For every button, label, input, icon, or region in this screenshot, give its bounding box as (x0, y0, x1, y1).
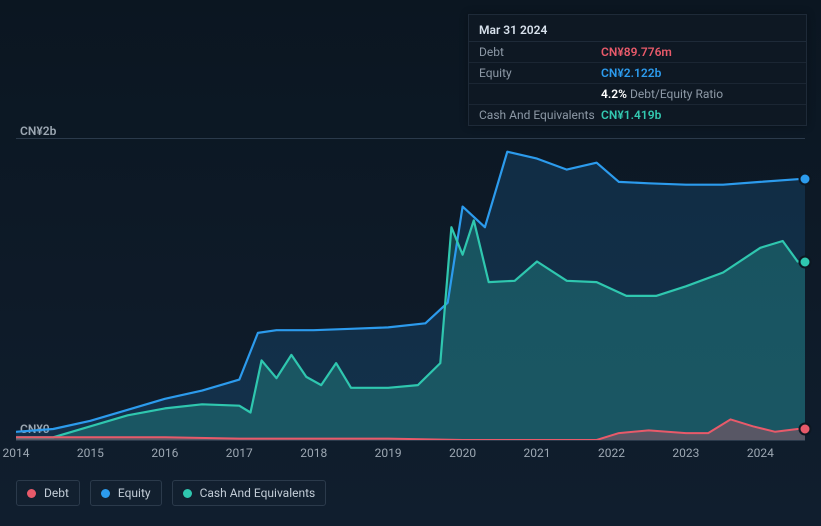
chart-root: { "info": { "date": "Mar 31 2024", "rows… (0, 0, 821, 526)
legend-label: Debt (44, 486, 69, 500)
info-row-suffix: Debt/Equity Ratio (627, 87, 723, 101)
x-tick-label: 2024 (747, 446, 774, 460)
info-row-label: Debt (479, 45, 601, 59)
legend: Debt Equity Cash And Equivalents (16, 480, 326, 506)
series-end-dot-debt (799, 423, 812, 436)
info-row-value: CN¥1.419b (601, 108, 796, 122)
info-row-label: Cash And Equivalents (479, 108, 601, 122)
info-date: Mar 31 2024 (469, 19, 806, 42)
chart-area: CN¥2b CN¥0 (16, 130, 805, 440)
x-tick-label: 2014 (3, 446, 30, 460)
info-row-label: Equity (479, 66, 601, 80)
series-end-dot-cash (799, 255, 812, 268)
legend-swatch-equity (101, 489, 110, 498)
legend-swatch-cash (183, 489, 192, 498)
x-tick-label: 2021 (524, 446, 551, 460)
info-box: Mar 31 2024 DebtCN¥89.776mEquityCN¥2.122… (468, 14, 807, 126)
info-row-label (479, 87, 601, 101)
info-row-value: CN¥89.776m (601, 45, 796, 59)
info-row: EquityCN¥2.122b (469, 62, 806, 83)
info-row: 4.2% Debt/Equity Ratio (469, 83, 806, 104)
info-row: DebtCN¥89.776m (469, 42, 806, 62)
x-tick-label: 2016 (151, 446, 178, 460)
x-tick-label: 2020 (449, 446, 476, 460)
legend-item-equity[interactable]: Equity (90, 480, 162, 506)
legend-swatch-debt (27, 489, 36, 498)
x-tick-label: 2015 (77, 446, 104, 460)
series-end-dot-equity (799, 173, 812, 186)
y-tick-label-top: CN¥2b (20, 124, 56, 138)
legend-label: Cash And Equivalents (200, 486, 316, 500)
plot-svg (16, 138, 805, 440)
x-tick-label: 2017 (226, 446, 253, 460)
x-tick-label: 2019 (375, 446, 402, 460)
x-tick-label: 2023 (672, 446, 699, 460)
legend-label: Equity (118, 486, 151, 500)
info-row-value: 4.2% Debt/Equity Ratio (601, 87, 796, 101)
info-rows: DebtCN¥89.776mEquityCN¥2.122b4.2% Debt/E… (469, 42, 806, 125)
x-tick-label: 2022 (598, 446, 625, 460)
x-axis: 2014201520162017201820192020202120222023… (16, 446, 805, 466)
info-row: Cash And EquivalentsCN¥1.419b (469, 104, 806, 125)
legend-item-debt[interactable]: Debt (16, 480, 80, 506)
info-row-value: CN¥2.122b (601, 66, 796, 80)
legend-item-cash[interactable]: Cash And Equivalents (172, 480, 327, 506)
plot (16, 138, 805, 441)
x-tick-label: 2018 (300, 446, 327, 460)
